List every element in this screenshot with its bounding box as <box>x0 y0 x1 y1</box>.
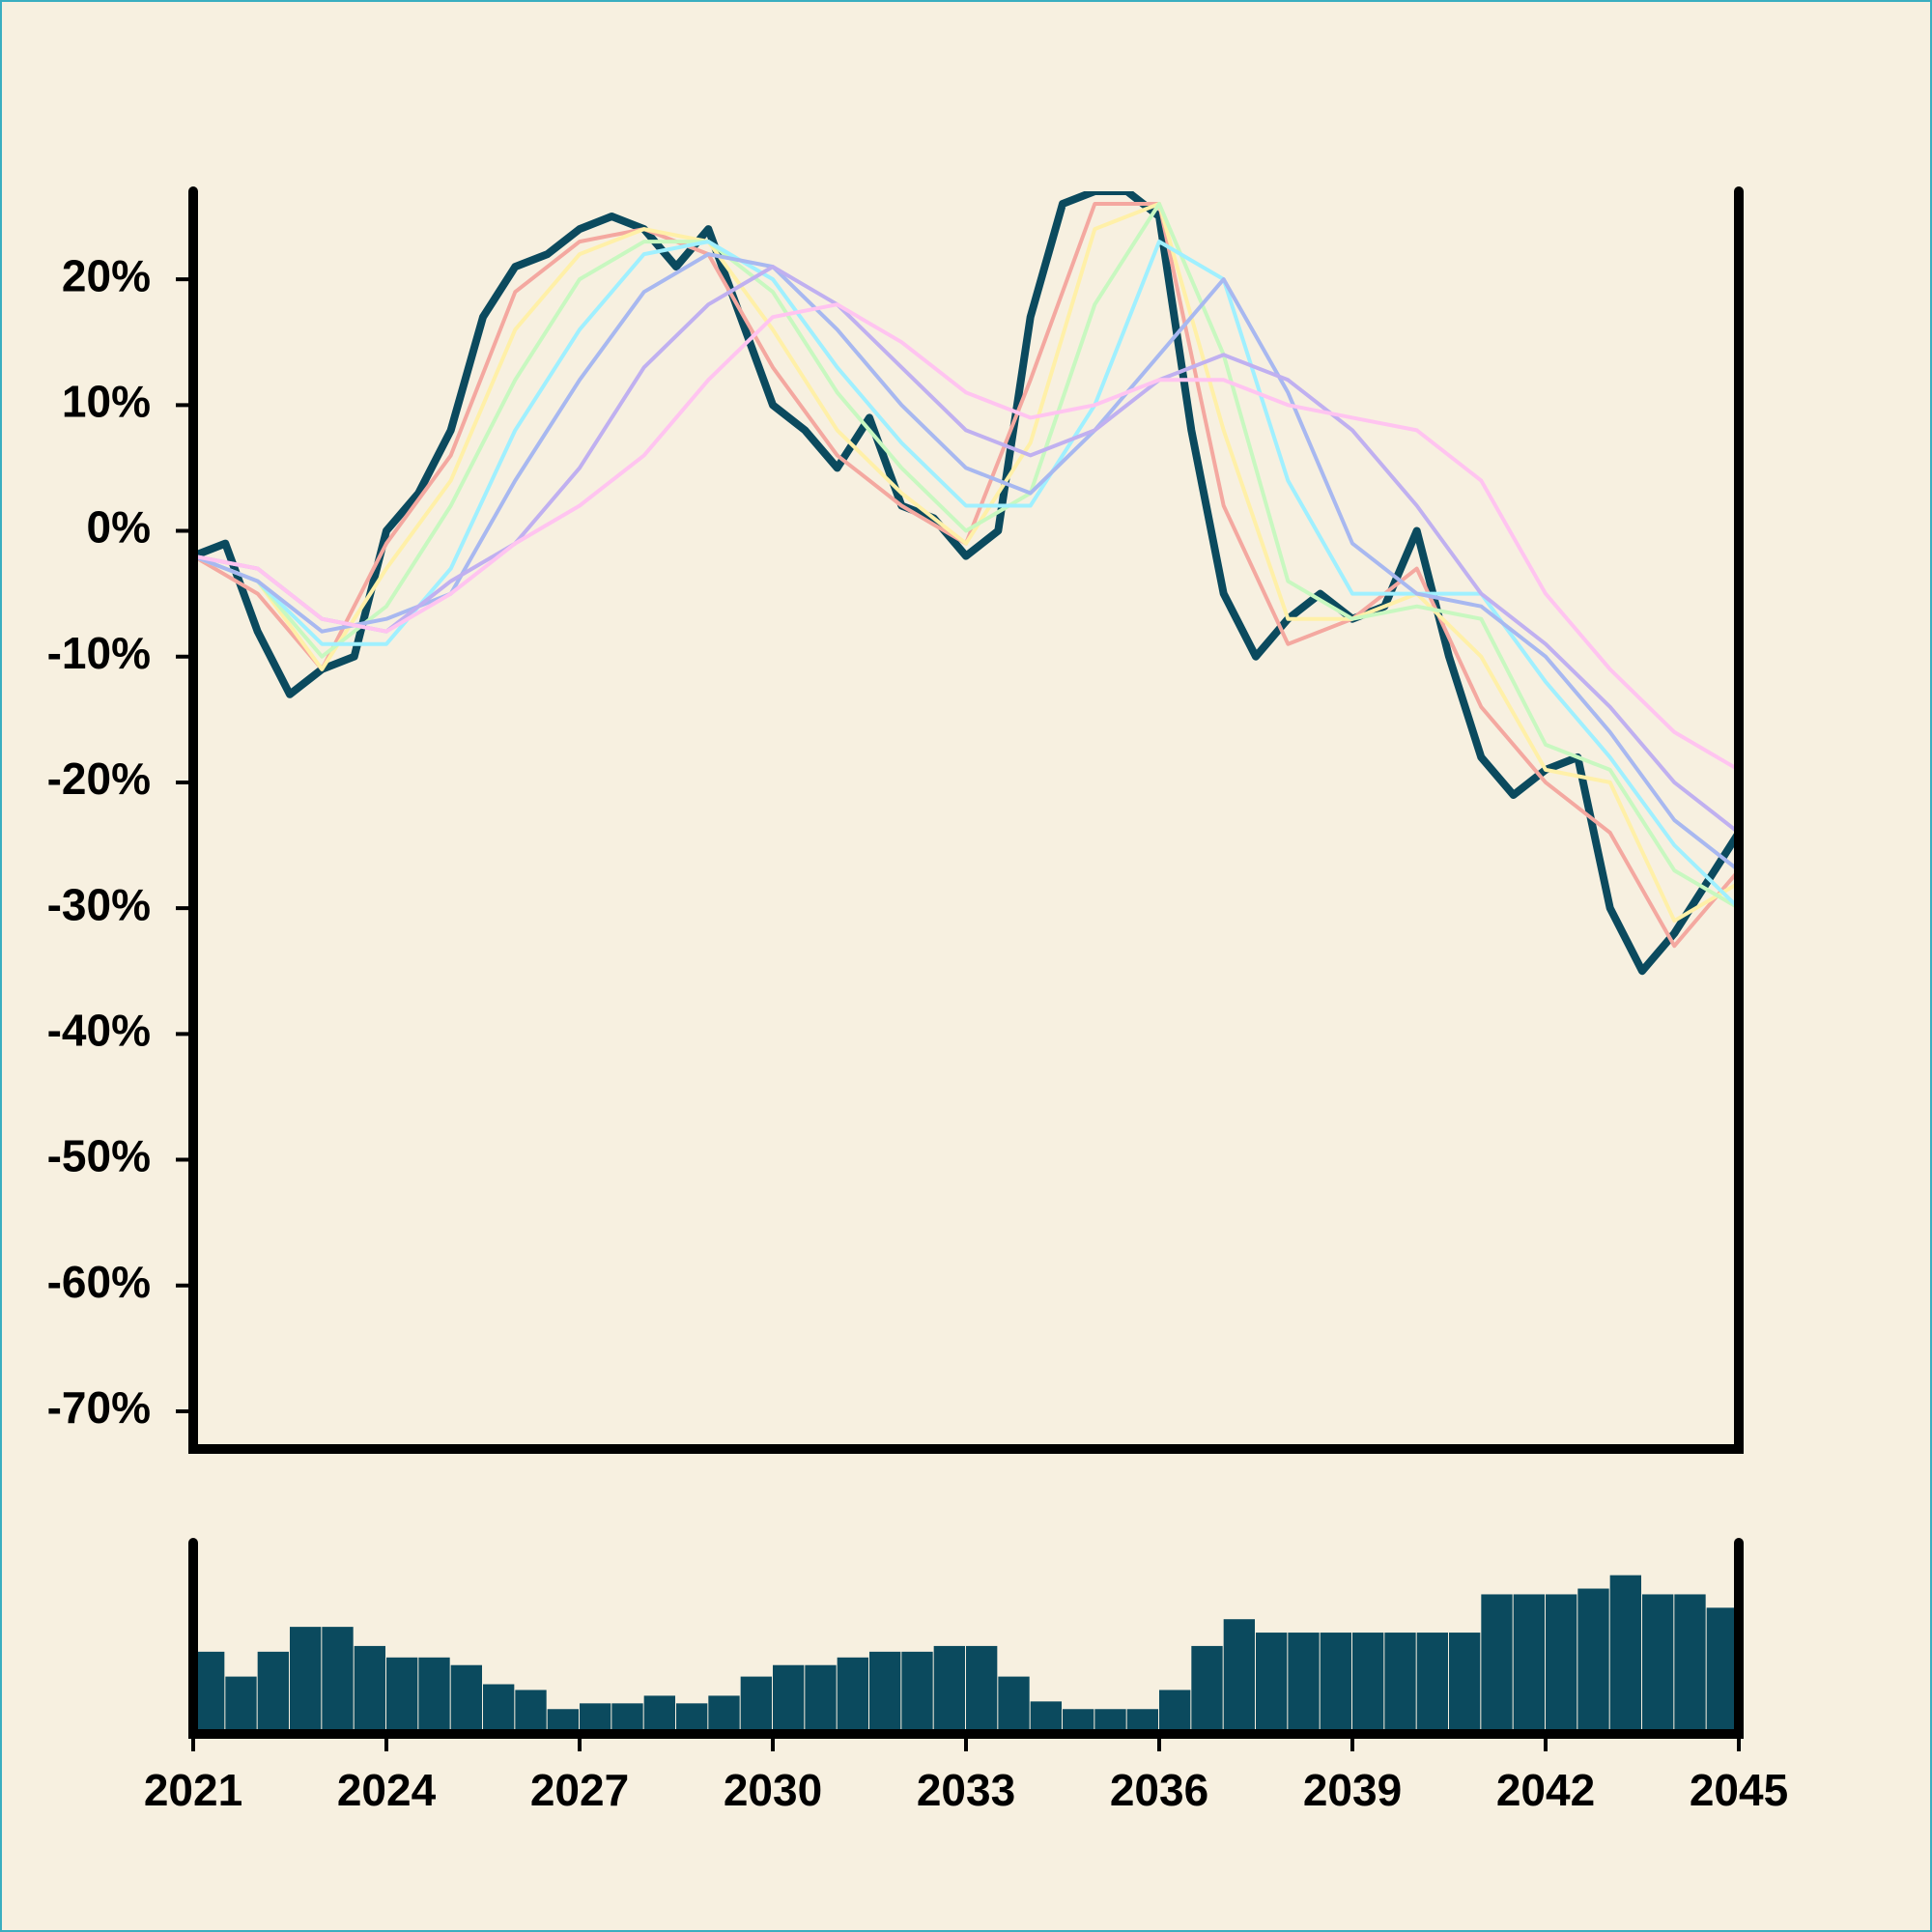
x-tick-label: 2036 <box>1110 1765 1208 1815</box>
average-line <box>193 202 1739 910</box>
volume-bar <box>643 1695 675 1734</box>
volume-bar <box>354 1645 385 1734</box>
x-tick-label: 2030 <box>724 1765 822 1815</box>
volume-bar <box>1546 1594 1577 1734</box>
y-tick-label: -50% <box>47 1131 151 1181</box>
x-tick-label: 2024 <box>337 1765 437 1815</box>
volume-bar <box>1030 1701 1062 1734</box>
volume-bar <box>708 1695 740 1734</box>
volume-bar <box>998 1676 1030 1734</box>
volume-bar <box>1674 1594 1706 1734</box>
volume-bar <box>676 1703 708 1734</box>
volume-bar <box>257 1651 289 1734</box>
price-panel <box>193 191 1739 976</box>
x-tick-label: 2042 <box>1496 1765 1595 1815</box>
volume-bar <box>1513 1594 1545 1734</box>
y-tick-label: -40% <box>47 1005 151 1055</box>
y-tick-label: 20% <box>62 250 151 300</box>
volume-bar <box>1706 1607 1738 1734</box>
volume-bar <box>1642 1594 1674 1734</box>
volume-bar <box>773 1664 805 1734</box>
volume-bar <box>580 1703 611 1734</box>
volume-bar <box>869 1651 901 1734</box>
volume-bar <box>966 1645 998 1734</box>
volume-bar <box>1352 1633 1384 1734</box>
axis-frame <box>188 186 1744 1454</box>
volume-bar <box>483 1684 515 1734</box>
x-tick-label: 2027 <box>530 1765 629 1815</box>
average-line <box>193 265 1739 835</box>
volume-bar <box>1384 1633 1416 1734</box>
volume-bar <box>805 1664 837 1734</box>
volume-bar <box>1159 1690 1191 1734</box>
volume-bar <box>290 1627 322 1734</box>
volume-bar <box>1416 1633 1448 1734</box>
y-tick-label: -20% <box>47 753 151 804</box>
volume-bar <box>611 1703 643 1734</box>
y-tick-label: -10% <box>47 628 151 678</box>
volume-panel <box>193 1575 1738 1734</box>
volume-frame <box>188 1538 1744 1739</box>
price-line <box>193 191 1739 976</box>
volume-bar <box>1320 1633 1351 1734</box>
x-tick-label: 2033 <box>917 1765 1015 1815</box>
y-tick-label: -70% <box>47 1382 151 1433</box>
y-tick-label: 10% <box>62 376 151 426</box>
volume-bar <box>901 1651 933 1734</box>
volume-bar <box>933 1645 965 1734</box>
x-tick-label: 2039 <box>1303 1765 1402 1815</box>
axes: 20% 10% 0% -10% -20% -30% -40% -50% -60% -70% 2021… <box>47 186 1788 1815</box>
volume-bar <box>740 1676 772 1734</box>
volume-bar <box>386 1657 418 1734</box>
y-tick-label: -60% <box>47 1257 151 1307</box>
volume-bar <box>1288 1633 1320 1734</box>
volume-bar <box>837 1657 868 1734</box>
volume-bar <box>225 1676 257 1734</box>
average-line <box>193 302 1739 772</box>
volume-bar <box>193 1651 225 1734</box>
volume-bar <box>1609 1575 1641 1734</box>
volume-bar <box>322 1627 354 1734</box>
volume-bar <box>1449 1633 1481 1734</box>
y-tick-label: -30% <box>47 879 151 929</box>
average-line <box>193 202 1739 923</box>
volume-bar <box>1256 1633 1288 1734</box>
volume-bar <box>1191 1645 1223 1734</box>
x-tick-label: 2045 <box>1690 1765 1788 1815</box>
volume-bar <box>418 1657 450 1734</box>
y-tick-label: 0% <box>87 502 151 553</box>
x-tick-label: 2021 <box>144 1765 242 1815</box>
volume-bar <box>1481 1594 1513 1734</box>
volume-bar <box>450 1664 482 1734</box>
volume-bar <box>515 1690 547 1734</box>
volume-bar <box>1223 1619 1255 1734</box>
volume-bar <box>1577 1588 1609 1734</box>
